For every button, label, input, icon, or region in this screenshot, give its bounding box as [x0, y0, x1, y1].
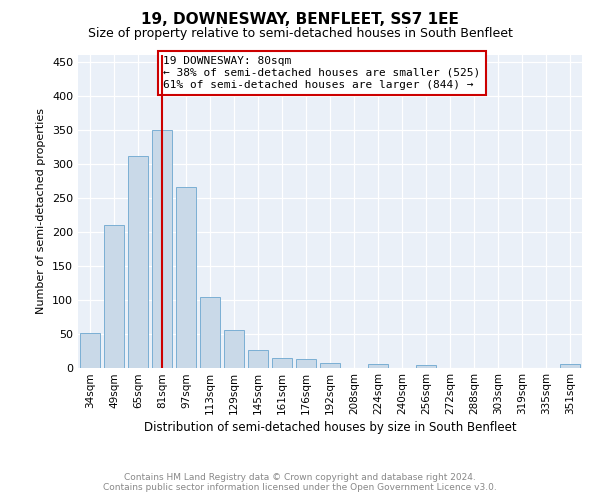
- X-axis label: Distribution of semi-detached houses by size in South Benfleet: Distribution of semi-detached houses by …: [143, 422, 517, 434]
- Text: Contains HM Land Registry data © Crown copyright and database right 2024.
Contai: Contains HM Land Registry data © Crown c…: [103, 473, 497, 492]
- Bar: [368, 364, 388, 368]
- Bar: [104, 225, 124, 368]
- Bar: [128, 156, 148, 368]
- Bar: [224, 330, 244, 368]
- Bar: [560, 364, 580, 368]
- Bar: [80, 333, 100, 368]
- Bar: [152, 130, 172, 368]
- Bar: [272, 358, 292, 368]
- Text: 19 DOWNESWAY: 80sqm
← 38% of semi-detached houses are smaller (525)
61% of semi-: 19 DOWNESWAY: 80sqm ← 38% of semi-detach…: [163, 56, 481, 90]
- Bar: [200, 297, 220, 368]
- Text: Size of property relative to semi-detached houses in South Benfleet: Size of property relative to semi-detach…: [88, 28, 512, 40]
- Bar: [296, 360, 316, 368]
- Bar: [248, 350, 268, 368]
- Bar: [416, 365, 436, 368]
- Bar: [320, 364, 340, 368]
- Bar: [176, 188, 196, 368]
- Y-axis label: Number of semi-detached properties: Number of semi-detached properties: [37, 108, 46, 314]
- Text: 19, DOWNESWAY, BENFLEET, SS7 1EE: 19, DOWNESWAY, BENFLEET, SS7 1EE: [141, 12, 459, 28]
